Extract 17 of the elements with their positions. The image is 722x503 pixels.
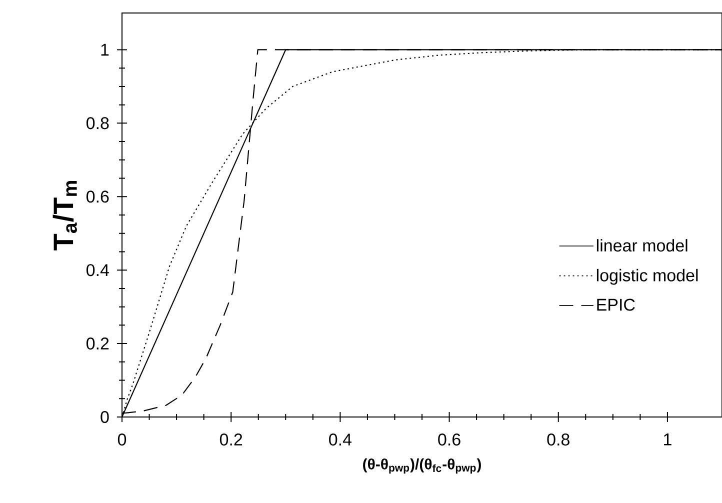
legend-label: logistic model: [596, 268, 698, 285]
y-tick-label: 0.8: [86, 117, 109, 130]
x-tick-label: 0: [118, 434, 126, 446]
x-tick-label: 0.8: [547, 434, 570, 446]
x-tick-label: 0.6: [438, 434, 460, 446]
x-axis-title: (θ-θ$_{pwp}$)/(θ$_{fc}$-θ$_{pwp}$): [363, 458, 481, 474]
x-tick-label: 0.4: [329, 434, 352, 446]
y-axis-title: T$_{a}$/T$_{m}$: [52, 181, 77, 250]
y-tick-label: 0.2: [86, 338, 109, 350]
legend-label: linear model: [596, 239, 688, 252]
x-tick-label: 1: [664, 434, 672, 446]
legend-label: EPIC: [597, 298, 635, 311]
x-tick-label: 0.2: [220, 434, 242, 446]
y-tick-label: 0.4: [86, 264, 109, 276]
y-tick-label: 1: [101, 44, 109, 56]
y-tick-label: 0: [100, 410, 109, 424]
y-tick-label: 0.6: [86, 190, 109, 203]
